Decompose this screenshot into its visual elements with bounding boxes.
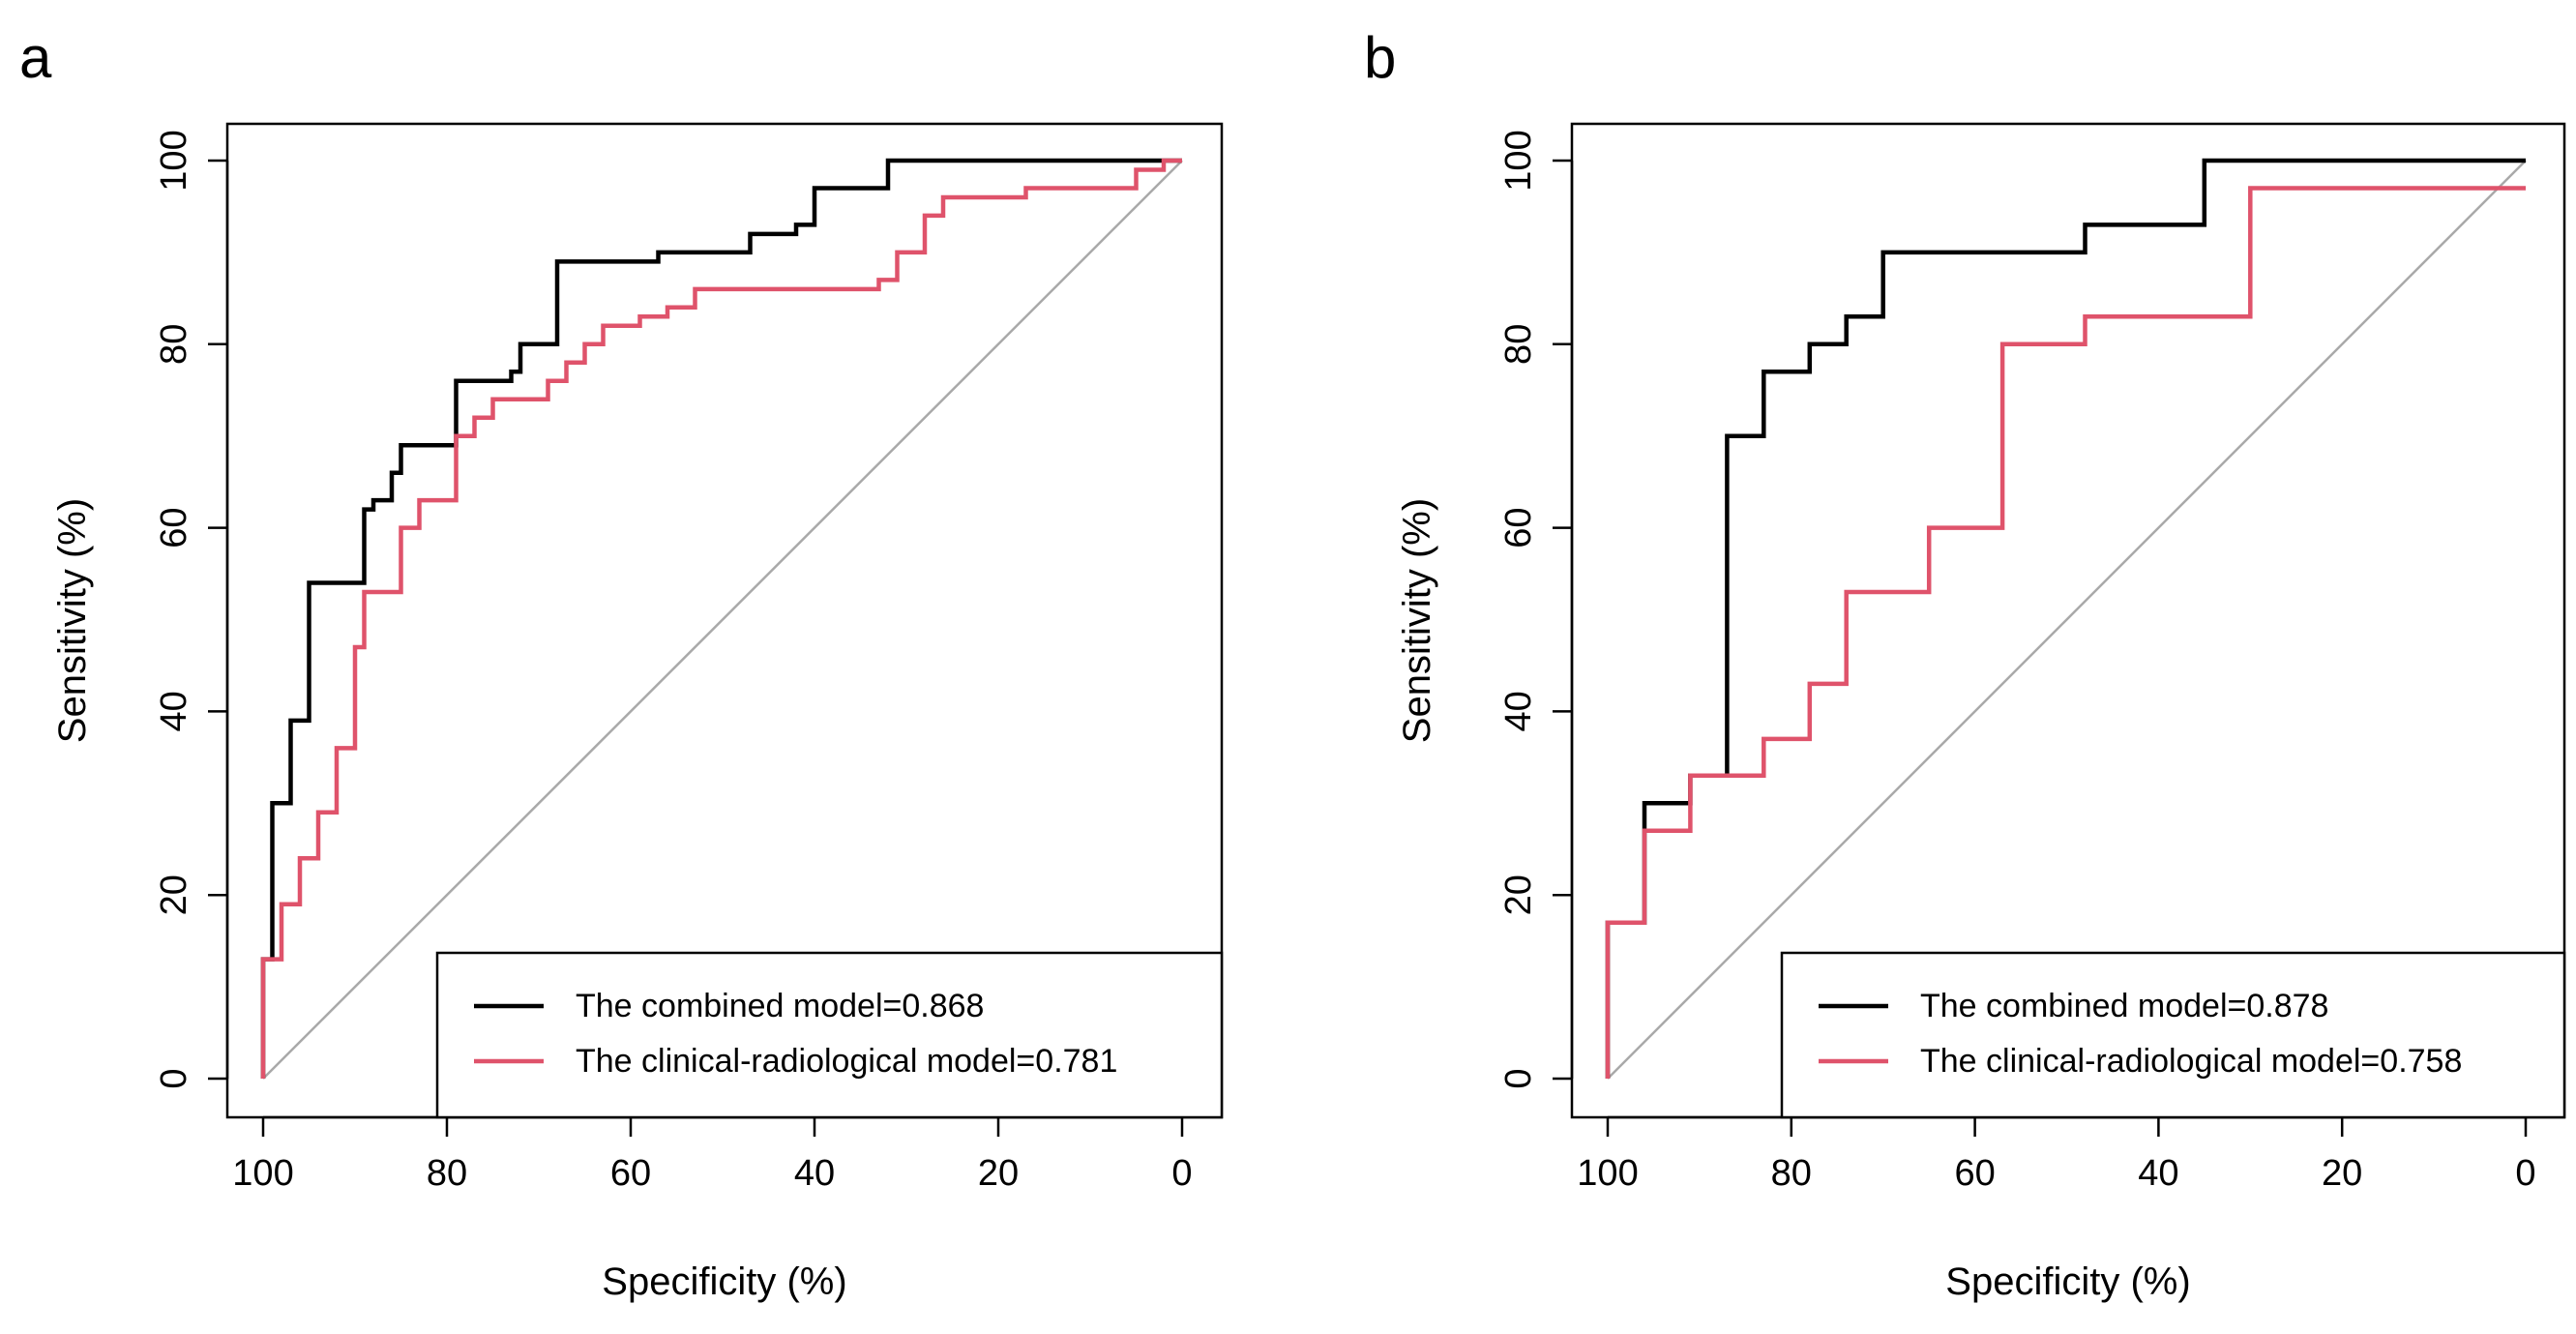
roc-curve-combined	[1605, 158, 2526, 1079]
y-axis-label: Sensitivity (%)	[1396, 498, 1438, 743]
legend-box	[1780, 951, 2566, 1119]
y-axis-label: Sensitivity (%)	[51, 498, 94, 743]
y-tick-label: 60	[154, 507, 194, 548]
y-tick-label: 80	[154, 324, 194, 365]
y-tick-label: 0	[1498, 1068, 1539, 1088]
x-axis-label: Specificity (%)	[602, 1260, 846, 1303]
legend-entry: The clinical-radiological model=0.758	[1920, 1043, 2462, 1080]
x-tick-label: 40	[794, 1153, 835, 1194]
x-tick-label: 0	[2515, 1153, 2535, 1194]
y-tick-label: 60	[1498, 507, 1539, 548]
legend-entry: The combined model=0.868	[576, 988, 984, 1024]
y-tick-label: 40	[1498, 691, 1539, 731]
diagonal-reference-line	[262, 160, 1183, 1080]
y-tick-label: 20	[1498, 875, 1539, 915]
x-tick-label: 80	[1771, 1153, 1812, 1194]
x-tick-label: 80	[427, 1153, 467, 1194]
y-axis: 0 20 40 60 80 100 Sensitivity (%)	[1396, 130, 1574, 1089]
panel-label: b	[1364, 25, 1396, 90]
x-axis: 100 80 60 40 20 0 Specificity (%)	[232, 1115, 1193, 1303]
y-tick-label: 20	[154, 875, 194, 915]
x-tick-label: 0	[1171, 1153, 1192, 1194]
series-group	[1605, 158, 2526, 1079]
y-axis: 0 20 40 60 80 100 Sensitivity (%)	[51, 130, 229, 1089]
diagonal-reference-line	[1607, 160, 2527, 1080]
series-group	[260, 158, 1182, 1079]
x-tick-label: 20	[978, 1153, 1019, 1194]
panel-label: a	[19, 25, 52, 90]
y-tick-label: 100	[1498, 130, 1539, 191]
x-axis: 100 80 60 40 20 0 Specificity (%)	[1577, 1115, 2536, 1303]
legend: The combined model=0.878 The clinical-rad…	[1780, 951, 2566, 1119]
legend-box	[435, 951, 1224, 1119]
legend-entry: The combined model=0.878	[1920, 988, 2328, 1024]
legend-entry: The clinical-radiological model=0.781	[576, 1043, 1117, 1080]
x-tick-label: 100	[232, 1153, 293, 1194]
y-tick-label: 0	[154, 1068, 194, 1088]
legend: The combined model=0.868 The clinical-rad…	[435, 951, 1224, 1119]
x-tick-label: 40	[2138, 1153, 2178, 1194]
roc-curve-combined	[260, 158, 1182, 1079]
x-tick-label: 20	[2322, 1153, 2362, 1194]
roc-curve-clinical-radiological	[260, 158, 1182, 1079]
y-tick-label: 40	[154, 691, 194, 731]
x-tick-label: 60	[1954, 1153, 1995, 1194]
roc-curve-clinical-radiological	[1605, 186, 2526, 1079]
x-axis-label: Specificity (%)	[1945, 1260, 2190, 1303]
x-tick-label: 60	[610, 1153, 651, 1194]
x-tick-label: 100	[1577, 1153, 1638, 1194]
y-tick-label: 80	[1498, 324, 1539, 365]
y-tick-label: 100	[154, 130, 194, 191]
